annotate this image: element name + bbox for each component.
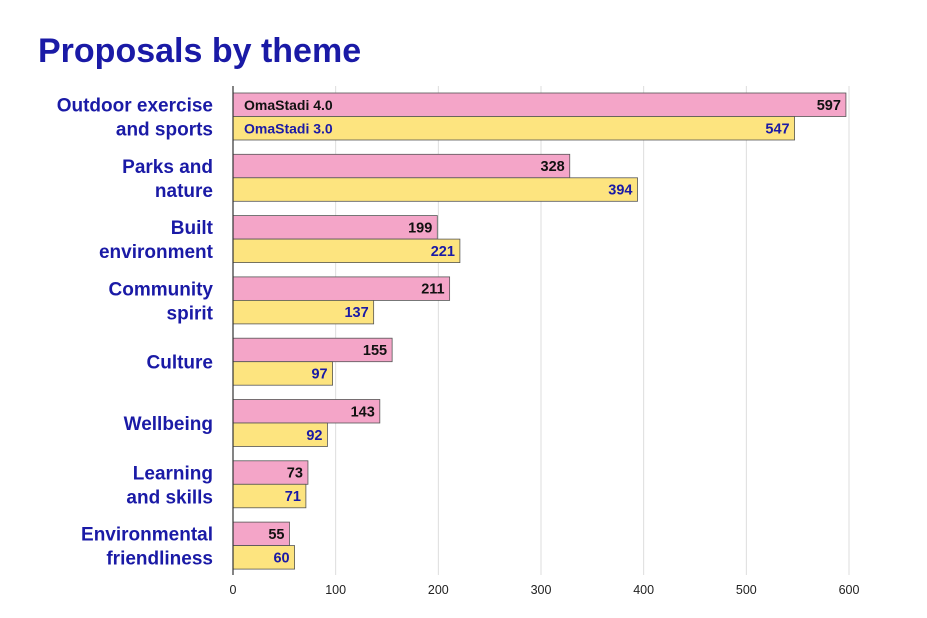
- bar: [232, 153, 571, 179]
- category-label: Built environment: [99, 218, 214, 263]
- data-label: 547: [765, 121, 789, 137]
- bar: [232, 215, 438, 240]
- data-label: 71: [285, 489, 301, 505]
- x-tick-label: 200: [428, 583, 449, 597]
- x-tick-label: 100: [325, 583, 346, 597]
- data-label: 97: [311, 366, 327, 382]
- x-tick-label: 500: [736, 583, 757, 597]
- category-label: Wellbeing: [124, 414, 213, 435]
- legend-entry: OmaStadi 3.0: [244, 120, 333, 136]
- data-label: 394: [608, 183, 632, 199]
- data-label: 199: [408, 220, 432, 236]
- category-label: Environmental friendliness: [81, 525, 213, 570]
- x-tick-label: 400: [633, 583, 654, 597]
- data-label: 60: [273, 550, 289, 566]
- category-label: Learning and skills: [126, 463, 213, 508]
- data-label: 73: [287, 466, 303, 482]
- category-label: Outdoor exercise and sports: [57, 96, 213, 141]
- category-label: Community spirit: [109, 279, 214, 324]
- category-label: Culture: [147, 353, 214, 374]
- bars: 597 547 328 394 199 221 211 137 155 97 143 92 73 71 55…: [232, 92, 847, 570]
- chart-title: Proposals by theme: [38, 32, 361, 70]
- legend-entry: OmaStadi 4.0: [244, 97, 333, 113]
- data-label: 597: [817, 98, 841, 114]
- x-tick-label: 300: [531, 583, 552, 597]
- bar: [232, 276, 451, 301]
- data-label: 55: [268, 527, 284, 543]
- data-label: 92: [306, 428, 322, 444]
- data-label: 143: [351, 404, 375, 420]
- category-labels: Outdoor exercise and sports Parks and natur…: [57, 96, 214, 570]
- bar: [232, 238, 461, 264]
- category-label: Parks and nature: [122, 157, 213, 202]
- x-axis: 0 100 200 300 400 500 600: [230, 86, 860, 597]
- data-label: 328: [541, 159, 565, 175]
- data-label: 221: [431, 244, 455, 260]
- x-tick-label: 600: [839, 583, 860, 597]
- data-label: 155: [363, 343, 387, 359]
- data-label: 137: [344, 305, 368, 321]
- x-tick-label: 0: [230, 583, 237, 597]
- data-label: 211: [421, 282, 444, 298]
- bar: [232, 177, 638, 202]
